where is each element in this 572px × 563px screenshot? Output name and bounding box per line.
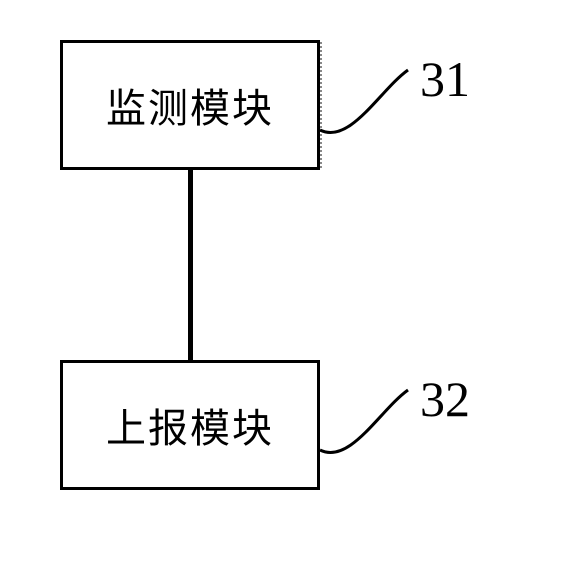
callout-label-32: 32: [420, 370, 470, 428]
dotted-edge-box1: [320, 42, 322, 168]
monitor-module-label: 监测模块: [106, 76, 274, 134]
callout-label-31: 31: [420, 50, 470, 108]
report-module-box: 上报模块: [60, 360, 320, 490]
monitor-module-box: 监测模块: [60, 40, 320, 170]
report-module-label: 上报模块: [106, 396, 274, 454]
connector-1-2: [188, 170, 193, 360]
